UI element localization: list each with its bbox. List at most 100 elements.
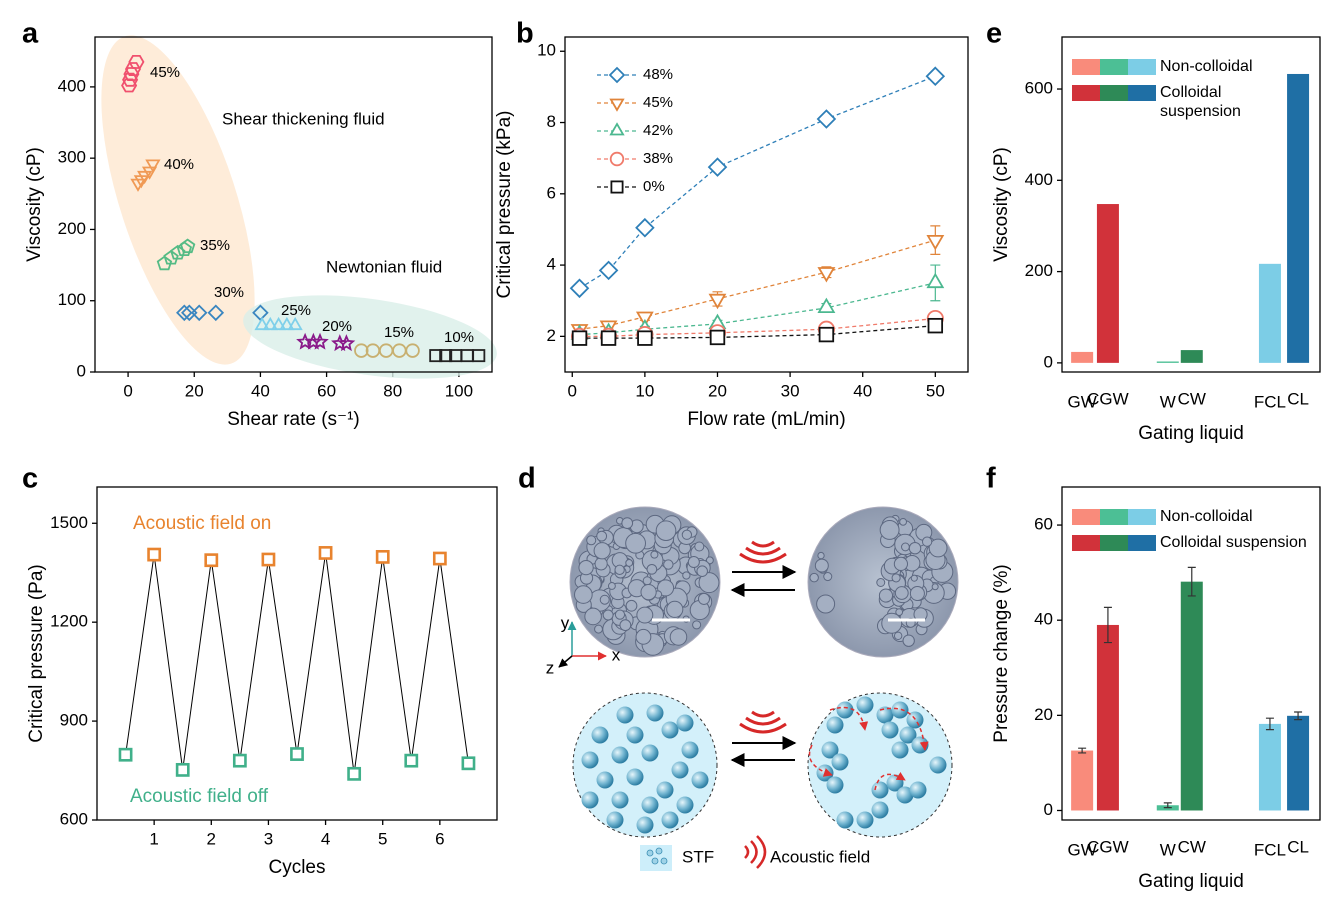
x-tick-label: CL: [1287, 837, 1309, 856]
legend-label: Colloidal suspension: [1160, 84, 1241, 120]
series-label: 35%: [200, 237, 230, 254]
marker: [252, 304, 269, 322]
bubble: [694, 541, 705, 552]
bubble: [593, 542, 611, 560]
marker: [816, 109, 837, 129]
marker: [925, 66, 946, 86]
legend-swatch: [1128, 59, 1156, 75]
bubble: [594, 557, 608, 571]
series-label: 10%: [444, 329, 474, 346]
y-tick-label: 200: [1025, 261, 1053, 280]
legend-label-box: Colloidal suspension: [1160, 84, 1241, 120]
y-tick-label: 900: [60, 711, 88, 730]
legend-label-box: Non-colloidal: [1160, 58, 1253, 75]
x-tick-label: GW: [1067, 392, 1096, 411]
legend-swatch: [1100, 85, 1128, 101]
y-tick-label: 0: [77, 361, 86, 380]
x-axis-label: Cycles: [268, 857, 325, 878]
particle: [581, 751, 599, 769]
marker: [271, 316, 287, 331]
particle: [871, 801, 889, 819]
y-tick-label: 20: [1034, 705, 1053, 724]
bubble: [881, 612, 903, 634]
y-tick-label: 4: [547, 255, 556, 274]
marker: [279, 316, 295, 331]
marker: [128, 55, 145, 69]
x-tick-label: FCL: [1254, 392, 1286, 411]
axis-frame: [96, 486, 498, 821]
marker: [429, 349, 443, 363]
bubble: [614, 564, 625, 576]
axis-name: x: [612, 645, 621, 664]
marker: [609, 98, 625, 112]
axis-frame: [94, 36, 493, 373]
legend-swatch: [1100, 59, 1128, 75]
particle: [856, 811, 874, 829]
particle: [691, 771, 709, 789]
particle: [646, 704, 664, 722]
bubble: [878, 588, 894, 603]
bubble: [663, 559, 674, 570]
error-bar: [1187, 566, 1196, 597]
x-tick-label: CW: [1178, 837, 1206, 856]
axis-frame: [564, 36, 969, 373]
bubble: [909, 585, 925, 602]
marker: [610, 180, 624, 194]
marker: [600, 330, 617, 346]
x-axis-label: Shear rate (s⁻¹): [227, 409, 360, 430]
marker: [176, 304, 193, 322]
region: [243, 295, 497, 379]
y-axis-label: Pressure change (%): [991, 564, 1012, 742]
particle: [676, 796, 694, 814]
y-tick-label: 6: [547, 183, 556, 202]
marker: [609, 151, 625, 167]
legend-swatch: [1100, 535, 1128, 551]
x-tick-label: 0: [568, 381, 577, 400]
bubble: [625, 532, 647, 554]
particle: [641, 796, 659, 814]
y-axis-label: Viscosity (cP): [24, 147, 45, 262]
legend-label: 48%: [643, 66, 673, 83]
y-axis-label: Critical pressure (Pa): [26, 564, 47, 742]
marker: [635, 217, 655, 238]
legend-label: 45%: [643, 94, 673, 111]
bubble: [655, 520, 677, 542]
bubble: [921, 536, 933, 547]
bubble: [894, 586, 909, 600]
particle: [891, 741, 909, 759]
bubble: [584, 607, 602, 626]
marker: [569, 278, 590, 299]
marker: [287, 316, 303, 331]
micrograph-bubbles: [574, 514, 957, 656]
marker: [404, 753, 419, 768]
series-label: 20%: [322, 318, 352, 335]
wave-icon: [739, 710, 787, 734]
marker: [261, 552, 276, 567]
particle: [831, 753, 849, 771]
marker: [817, 297, 836, 314]
error-bar: [1265, 717, 1274, 731]
y-tick-label: 300: [58, 148, 86, 167]
marker: [926, 272, 945, 289]
panel-label: e: [986, 18, 1002, 50]
x-tick-label: 0: [123, 381, 132, 400]
particle: [661, 811, 679, 829]
marker: [635, 311, 654, 328]
particle: [836, 701, 854, 719]
x-tick-label: 20: [708, 381, 727, 400]
marker: [708, 293, 727, 310]
bubble: [893, 556, 909, 572]
x-tick-label: CL: [1287, 389, 1309, 408]
y-tick-label: 0: [1044, 800, 1053, 819]
panel-label: d: [518, 463, 536, 495]
legend-swatch: [1128, 85, 1156, 101]
particle: [661, 721, 679, 739]
y-tick-label: 60: [1034, 515, 1053, 534]
legend-label: Non-colloidal: [1160, 508, 1253, 525]
bar: [1258, 263, 1281, 363]
region: [101, 35, 255, 365]
particle: [611, 791, 629, 809]
x-tick-label: CGW: [1087, 389, 1129, 408]
bubble: [876, 578, 886, 587]
y-tick-label: 1200: [50, 612, 88, 631]
